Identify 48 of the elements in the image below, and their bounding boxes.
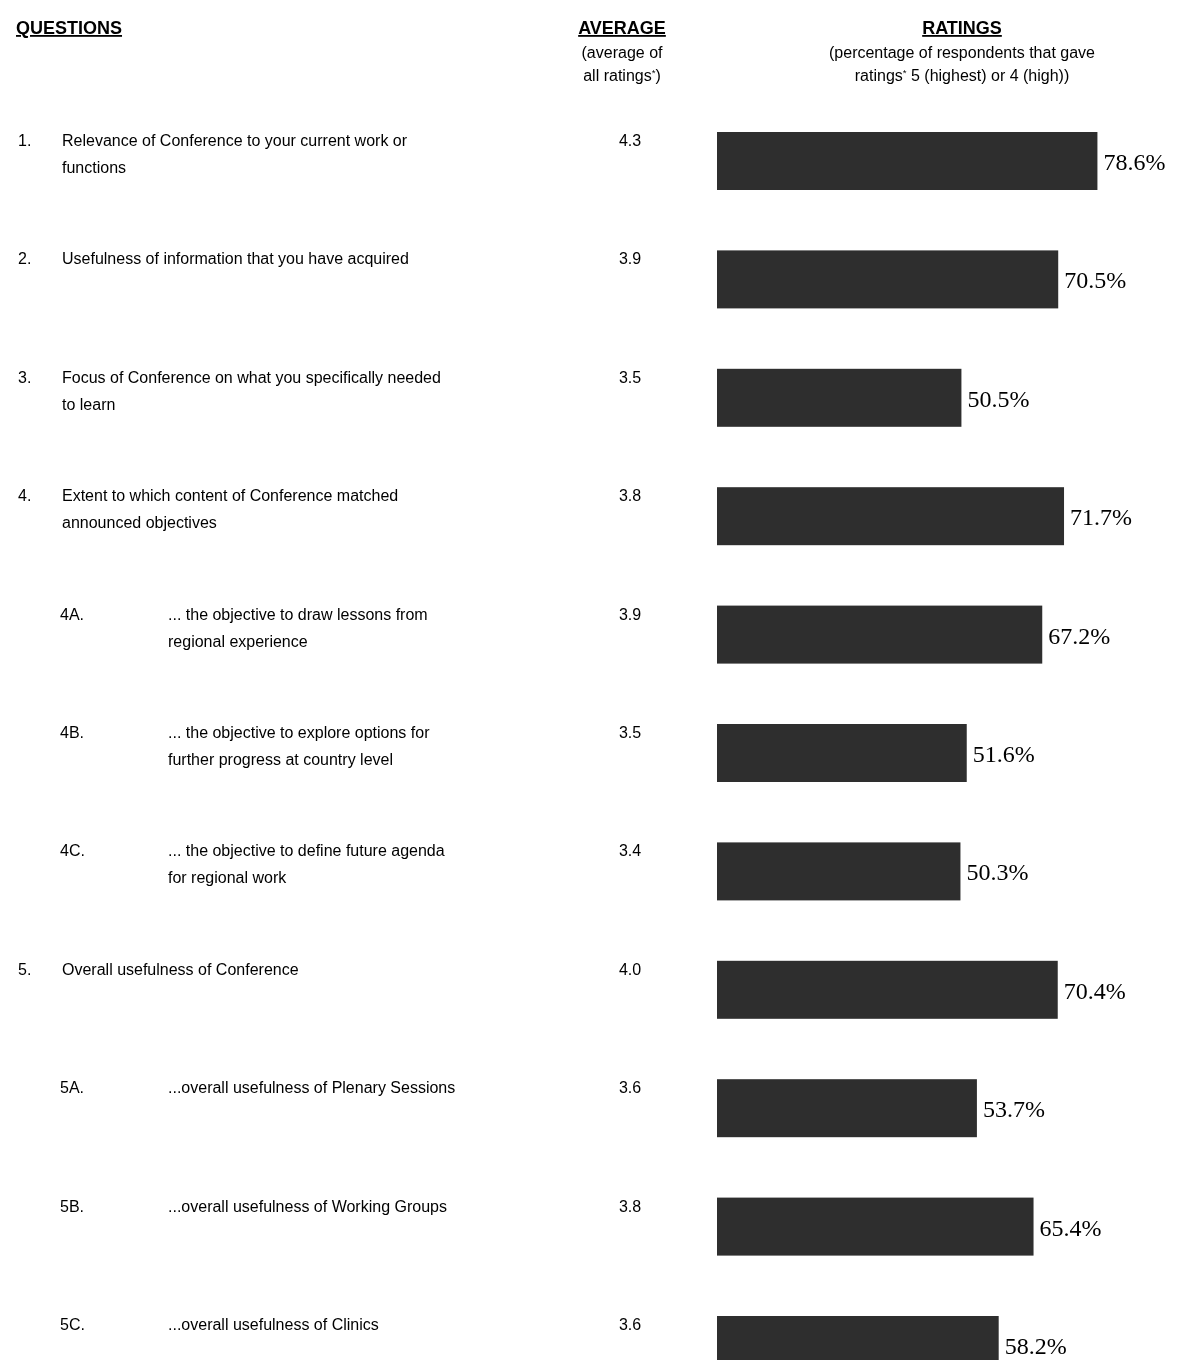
text: (percentage of respondents that gave ratings$^{*}$ 5 (highest) or 4 (high)) <box>829 44 1096 84</box>
bar <box>717 842 961 901</box>
data-label: 70.4% <box>1063 977 1126 1004</box>
text: 4.0 <box>618 960 642 978</box>
bar <box>717 487 1065 546</box>
data-label: 51.6% <box>972 741 1035 767</box>
text: 4.3 <box>618 132 642 149</box>
bar <box>717 368 962 427</box>
data-label: 71.7% <box>1070 504 1133 531</box>
text: (average of all ratings$^{*}$) <box>581 44 664 84</box>
data-label: 53.7% <box>982 1096 1045 1123</box>
bar <box>717 605 1043 664</box>
data-label: 58.2% <box>1004 1333 1067 1359</box>
bar <box>717 960 1058 1019</box>
text: AVERAGE <box>578 18 666 38</box>
data-label: 65.4% <box>1039 1214 1102 1241</box>
category-label: 5C. ...overall usefulness of Clinics <box>60 1316 379 1333</box>
text: 3.8 <box>618 487 642 505</box>
bar <box>717 250 1059 309</box>
data-label: 50.5% <box>967 385 1030 412</box>
text: 3.6 <box>618 1079 642 1097</box>
bar <box>717 1079 977 1138</box>
data-label: 50.3% <box>966 859 1029 886</box>
data-label: 70.5% <box>1064 267 1127 294</box>
category-label: 4B. ... the objective to explore options for further progress at country level <box>60 724 430 768</box>
bar <box>717 1197 1034 1256</box>
text: 3.4 <box>618 842 642 860</box>
text: 3.9 <box>618 605 642 623</box>
data-label: 67.2% <box>1048 622 1111 649</box>
category-label: 2. Usefulness of information that you have acquired <box>18 250 409 268</box>
text: 3.9 <box>618 250 642 268</box>
bar <box>717 132 1098 190</box>
bar <box>717 724 967 782</box>
data-label: 78.6% <box>1103 149 1166 175</box>
text: QUESTIONS <box>16 18 123 38</box>
text: 3.8 <box>618 1197 642 1215</box>
category-label: 4A. ... the objective to draw lessons from regional experience <box>60 605 428 650</box>
category-label: 5A. ...overall usefulness of Plenary Sessions <box>60 1079 456 1097</box>
text: 3.5 <box>618 724 642 741</box>
text: 3.5 <box>618 368 642 386</box>
category-label: 1. Relevance of Conference to your current work or functions <box>18 132 408 176</box>
category-label: 4C. ... the objective to define future agenda for regional work <box>60 842 445 887</box>
text: 3.6 <box>618 1316 642 1333</box>
category-label: 5. Overall usefulness of Conference <box>18 960 299 978</box>
category-label: 5B. ...overall usefulness of Working Groups <box>60 1197 447 1215</box>
category-label: 3. Focus of Conference on what you specifically needed to learn <box>18 368 441 413</box>
text: RATINGS <box>922 18 1002 38</box>
category-label: 4. Extent to which content of Conference matched announced objectives <box>18 487 399 532</box>
